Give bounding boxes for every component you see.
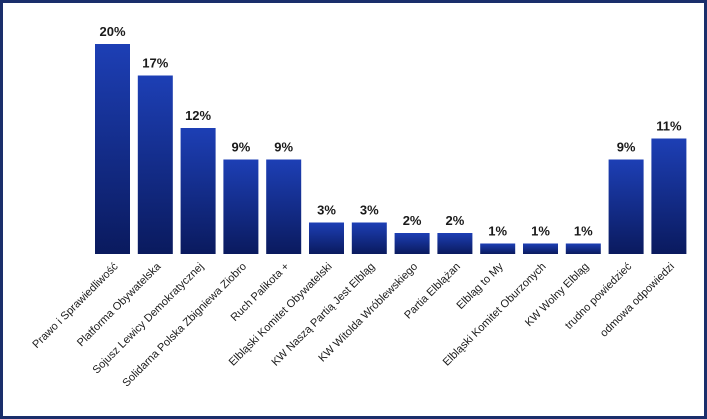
bar [651,138,687,254]
bar [95,44,130,254]
value-label: 1% [531,224,550,239]
bar [565,243,601,254]
value-label: 9% [617,140,636,155]
category-label: Prawo i Sprawiedliwość [30,260,121,351]
bar [351,222,387,254]
bar [523,243,558,254]
bar [309,222,344,254]
value-label: 20% [99,24,125,39]
bar [180,128,216,254]
bar [480,243,516,254]
bar [608,159,644,254]
value-label: 17% [142,56,168,71]
value-label: 11% [656,119,682,134]
value-label: 1% [488,224,507,239]
value-label: 3% [360,203,379,218]
value-label: 1% [574,224,593,239]
value-label: 9% [274,140,293,155]
bar [437,233,473,254]
bar [223,159,259,254]
value-label: 9% [232,140,251,155]
value-label: 12% [185,108,211,123]
bar [266,159,302,254]
category-label: odmowa odpowiedzi [598,261,677,340]
value-label: 2% [403,213,422,228]
value-label: 2% [446,213,465,228]
value-label: 3% [317,203,336,218]
bar [394,233,430,254]
bar [137,75,173,254]
category-label: Platforma Obywatelska [75,260,164,349]
